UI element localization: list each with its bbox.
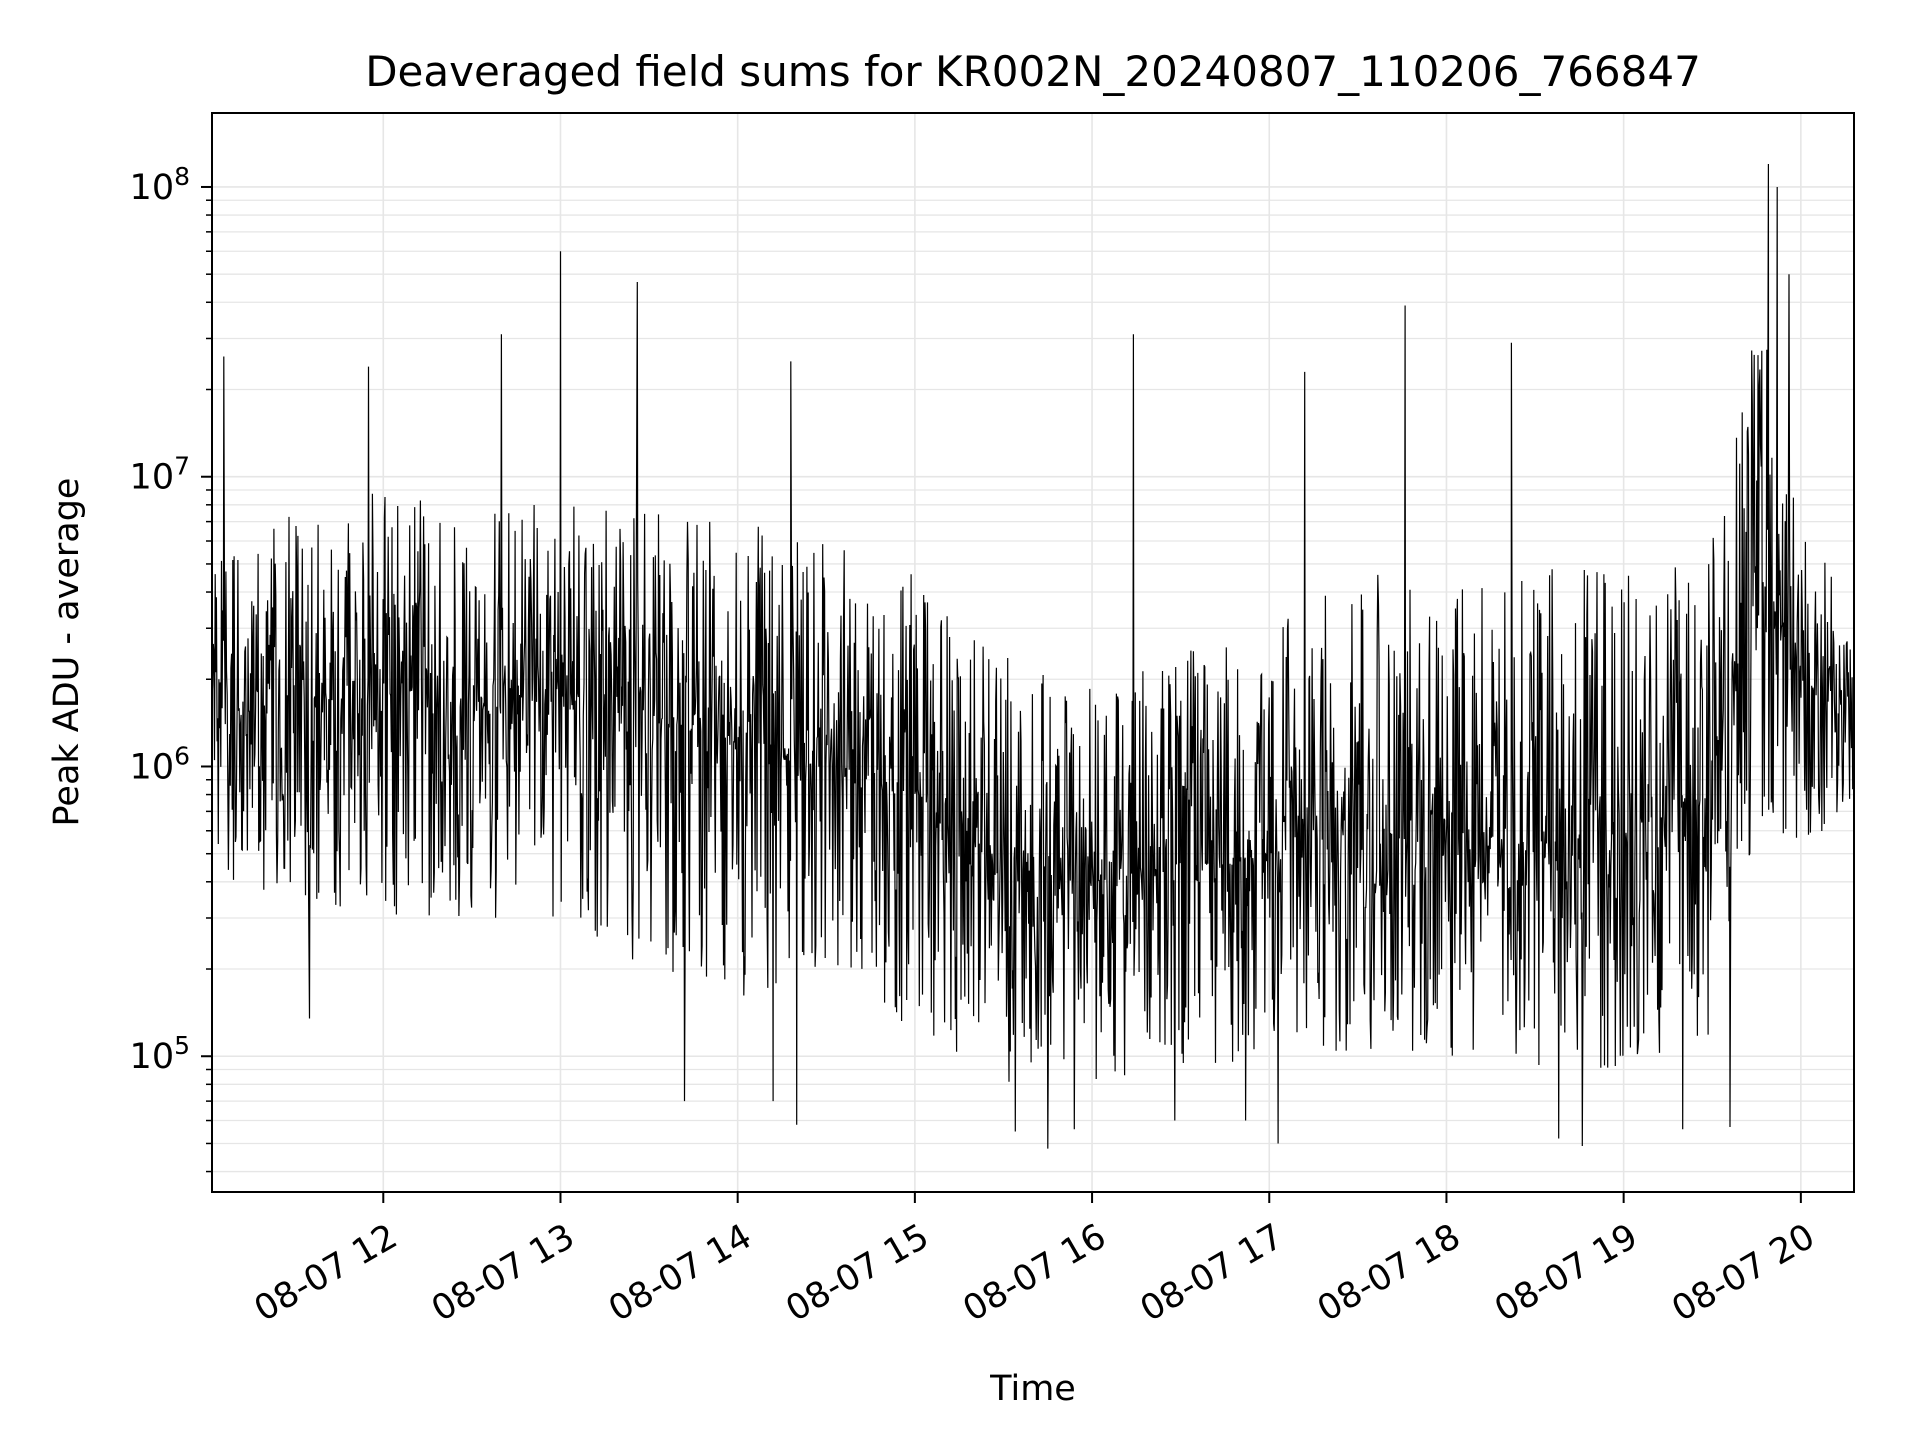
- x-axis-label: Time: [989, 1369, 1076, 1409]
- y-axis-label: Peak ADU - average: [47, 478, 87, 827]
- series: [211, 163, 1855, 1149]
- plot-frame: [211, 112, 1855, 1193]
- y-tick-label: 108: [130, 162, 190, 208]
- chart-title: Deaveraged field sums for KR002N_2024080…: [365, 47, 1701, 96]
- series-line: [211, 163, 1855, 1149]
